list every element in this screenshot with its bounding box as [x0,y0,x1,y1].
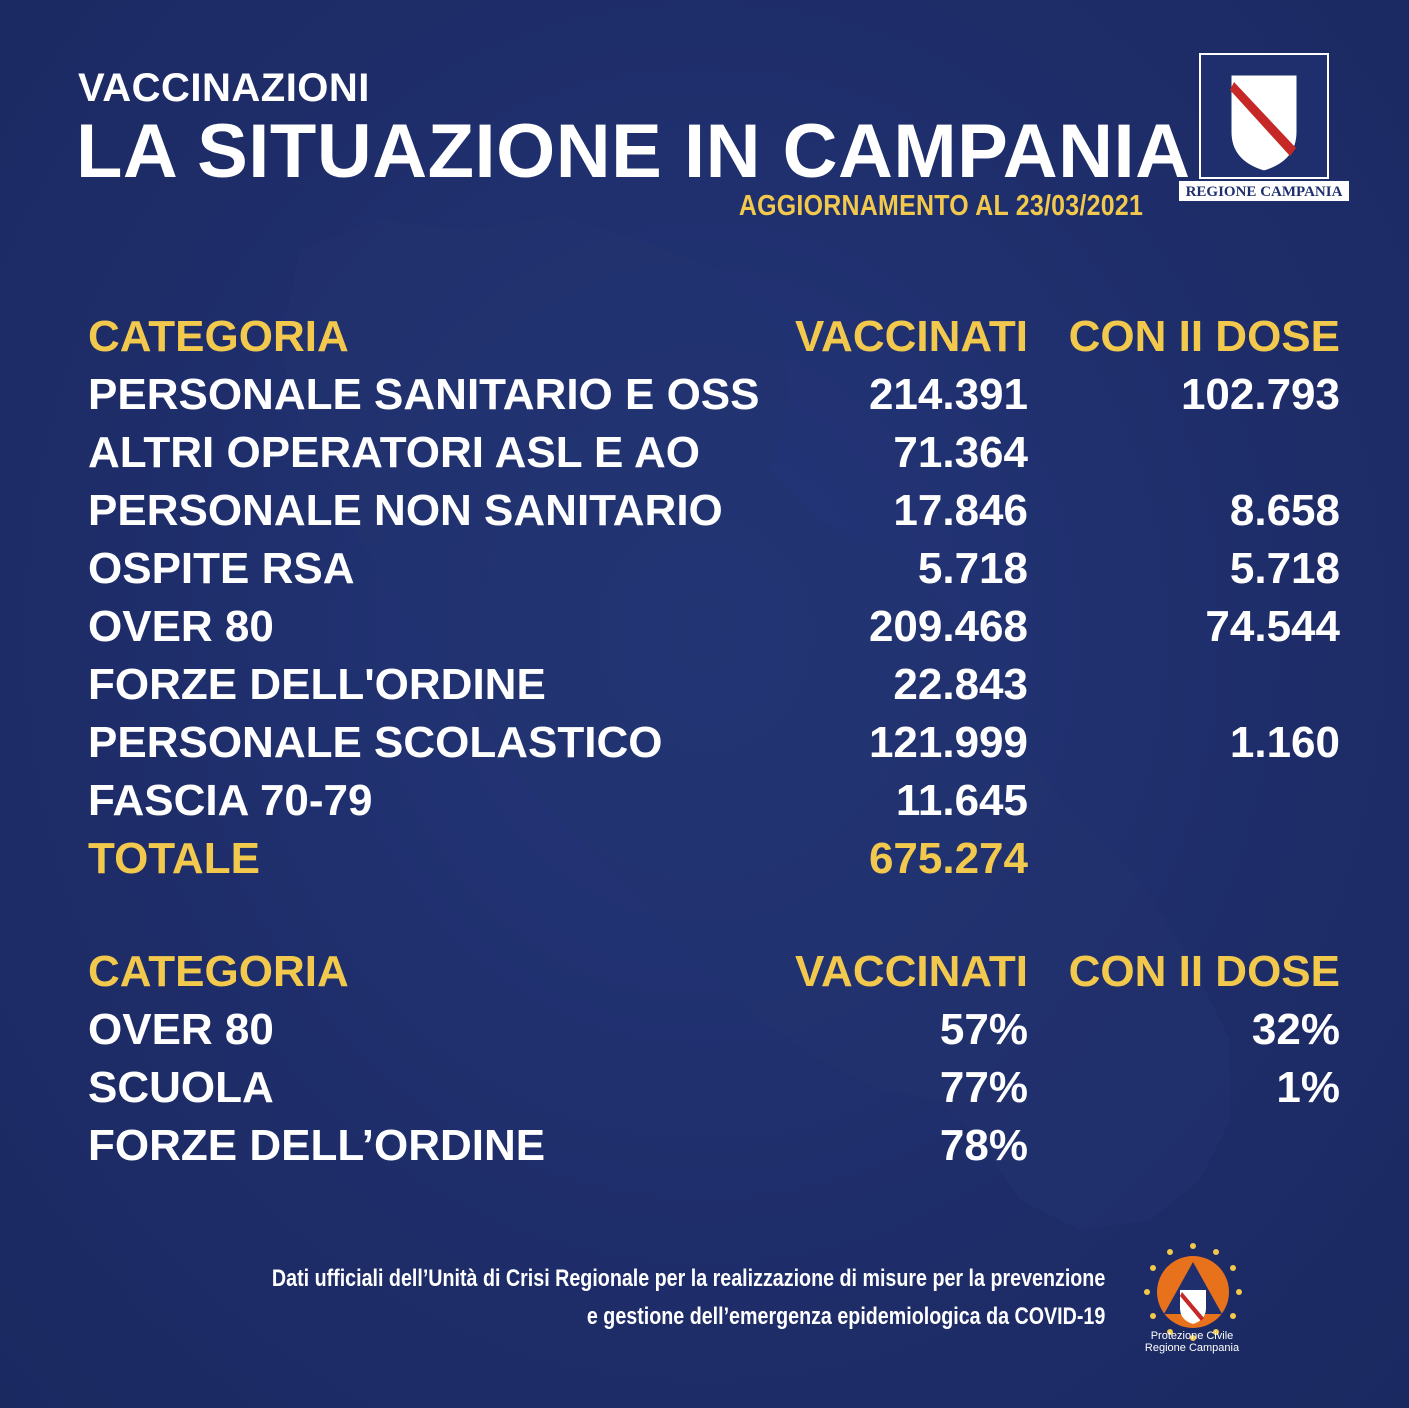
row-vaccinati: 11.645 [895,776,1028,825]
row-category: FORZE DELL’ORDINE [88,1121,546,1170]
update-date: AGGIORNAMENTO AL 23/03/2021 [738,190,1143,222]
row-category: PERSONALE NON SANITARIO [88,486,723,535]
row-category: PERSONALE SANITARIO E OSS [88,370,760,419]
row-second-dose: 1% [1276,1063,1340,1112]
row-second-dose: 32% [1251,1005,1340,1054]
vaccination-counts-table: CATEGORIA VACCINATI CON II DOSE PERSONAL… [88,308,1340,888]
row-vaccinati: 209.468 [868,602,1028,651]
table-row: PERSONALE NON SANITARIO 17.846 8.658 [88,482,1340,540]
pc-label-line-1: Protezione Civile [1150,1330,1234,1342]
vaccination-percent-table: CATEGORIA VACCINATI CON II DOSE OVER 80 … [88,943,1340,1175]
total-row: TOTALE 675.274 [88,830,1340,888]
table-row: SCUOLA 77% 1% [88,1059,1340,1117]
row-second-dose: 5.718 [1229,544,1340,593]
row-category: ALTRI OPERATORI ASL E AO [88,428,700,477]
row-vaccinati: 57% [939,1005,1028,1054]
table-row: OSPITE RSA 5.718 5.718 [88,540,1340,598]
footer-line-2: e gestione dell’emergenza epidemiologica… [586,1303,1105,1330]
row-second-dose: 102.793 [1180,370,1340,419]
protezione-civile-label: Protezione Civile Regione Campania [1130,1330,1254,1354]
row-category: OVER 80 [88,1005,274,1054]
logo-label: REGIONE CAMPANIA [1178,180,1350,202]
kicker: VACCINAZIONI [78,66,370,110]
row-category: OSPITE RSA [88,544,355,593]
regione-campania-logo: REGIONE CAMPANIA [1178,52,1350,218]
page-title: LA SITUAZIONE IN CAMPANIA [76,109,1191,194]
table-header: CATEGORIA VACCINATI CON II DOSE [88,943,1340,1001]
table-row: PERSONALE SCOLASTICO 121.999 1.160 [88,714,1340,772]
row-vaccinati: 5.718 [917,544,1028,593]
protezione-civile-logo-icon [1144,1243,1242,1341]
row-category: FASCIA 70-79 [88,776,373,825]
row-category: OVER 80 [88,602,274,651]
row-category: SCUOLA [88,1063,274,1112]
total-label: TOTALE [88,834,260,883]
table-row: FORZE DELL'ORDINE 22.843 [88,656,1340,714]
row-vaccinati: 71.364 [893,428,1028,477]
row-vaccinati: 22.843 [893,660,1028,709]
row-category: FORZE DELL'ORDINE [88,660,546,709]
row-category: PERSONALE SCOLASTICO [88,718,663,767]
row-vaccinati: 77% [939,1063,1028,1112]
total-value: 675.274 [868,834,1028,883]
table-row: FASCIA 70-79 11.645 [88,772,1340,830]
row-second-dose: 8.658 [1229,486,1340,535]
table-row: ALTRI OPERATORI ASL E AO 71.364 [88,424,1340,482]
row-vaccinati: 121.999 [868,718,1028,767]
table-row: PERSONALE SANITARIO E OSS 214.391 102.79… [88,366,1340,424]
pc-label-line-2: Regione Campania [1144,1342,1240,1354]
header-vaccinati: VACCINATI [794,312,1028,361]
header-categoria: CATEGORIA [88,312,349,361]
header-con-ii-dose: CON II DOSE [1068,947,1340,996]
footer-line-1: Dati ufficiali dell’Unità di Crisi Regio… [271,1265,1105,1292]
coat-of-arms-icon [1199,53,1329,179]
table-header: CATEGORIA VACCINATI CON II DOSE [88,308,1340,366]
header-vaccinati: VACCINATI [794,947,1028,996]
header-con-ii-dose: CON II DOSE [1068,312,1340,361]
row-second-dose: 1.160 [1229,718,1340,767]
table-row: OVER 80 209.468 74.544 [88,598,1340,656]
row-vaccinati: 17.846 [893,486,1028,535]
table-row: OVER 80 57% 32% [88,1001,1340,1059]
footer-source-note: Dati ufficiali dell’Unità di Crisi Regio… [272,1260,1105,1336]
row-vaccinati: 78% [939,1121,1028,1170]
row-second-dose: 74.544 [1205,602,1340,651]
header-categoria: CATEGORIA [88,947,349,996]
row-vaccinati: 214.391 [868,370,1028,419]
table-row: FORZE DELL’ORDINE 78% [88,1117,1340,1175]
